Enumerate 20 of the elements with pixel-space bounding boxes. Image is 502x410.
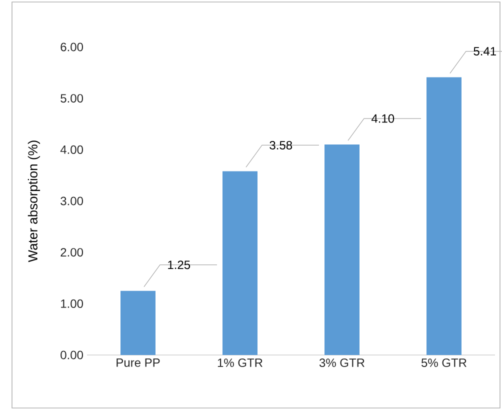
data-label: 4.10 [371,114,394,123]
y-tick-label: 2.00 [60,248,84,257]
bar [324,144,360,355]
y-tick-label: 1.00 [61,299,84,308]
y-tick-label: 0.00 [60,350,84,360]
x-tick-label: 1% GTR [218,358,262,368]
data-label: 3.58 [270,140,292,150]
y-tick-label: 3.00 [60,196,84,206]
bar [426,77,462,355]
y-tick-label: 6.00 [60,42,84,52]
y-axis-title: Water absorption (%) [28,140,40,262]
y-tick-label: 4.00 [60,145,84,154]
data-label: 5.41 [474,47,496,56]
bar [120,290,156,355]
x-tick-label: 3% GTR [319,358,364,368]
x-tick-label: Pure PP [116,358,160,367]
data-label: 1.25 [168,260,190,270]
y-tick-label: 5.00 [60,94,84,103]
bar [222,171,258,355]
x-tick-label: 5% GTR [421,358,466,368]
